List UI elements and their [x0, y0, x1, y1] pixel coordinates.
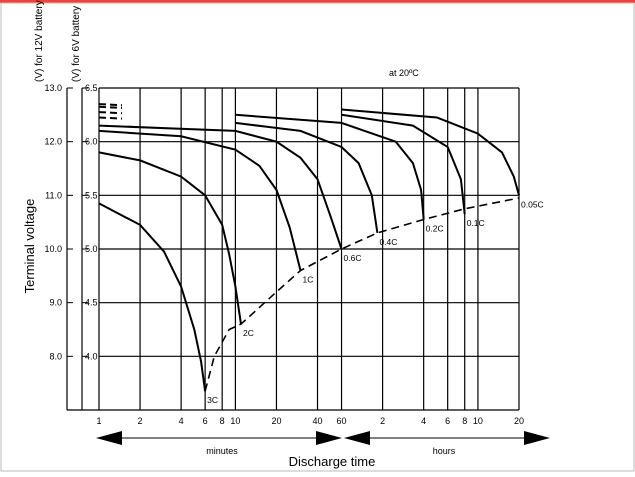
series-dash-0.4C: [98, 116, 123, 120]
series-1C: [98, 129, 302, 271]
curve-label-0.6C: 0.6C: [344, 253, 362, 263]
x-axis-title: Discharge time: [289, 454, 376, 469]
series-dash-0.2C: [98, 111, 123, 115]
y-tick-label-6v-4: 4.5: [85, 298, 98, 308]
curve-labels: 3C 2C 1C 0.6C 0.4C 0.2C 0.1C 0.05C: [207, 199, 544, 405]
y-tick-label-6v-1: 6.0: [85, 137, 98, 147]
y-tick-label-6v-3: 5.0: [85, 244, 98, 254]
y-tick-label-6v-2: 5.5: [85, 190, 98, 200]
series-0.05C: [341, 108, 520, 196]
y-tick-label-12v-5: 8.0: [49, 351, 62, 361]
hours-range-arrow: [344, 431, 550, 445]
x-tick-label-12: 8: [462, 416, 467, 426]
y-tick-label-12v-4: 9.0: [49, 298, 62, 308]
x-tick-label-5: 10: [230, 416, 240, 426]
curve-label-0.2C: 0.2C: [426, 223, 444, 233]
y-tick-label-6v-0: 6.5: [85, 83, 98, 93]
y-tick-labels: 13.0 6.5 12.0 6.0 11.0 5.5 10.0 5.0 9.0 4.5 8.0 4.0: [44, 83, 97, 361]
x-tick-label-6: 20: [271, 416, 281, 426]
curve-label-1C: 1C: [302, 274, 313, 284]
series-0.4C: [235, 121, 379, 234]
x-tick-label-0: 1: [96, 416, 101, 426]
y-axis-title: Terminal voltage: [22, 199, 37, 294]
y-tick-label-12v-0: 13.0: [44, 83, 62, 93]
minutes-label: minutes: [206, 446, 238, 456]
x-tick-label-7: 40: [313, 416, 323, 426]
x-tick-label-8: 60: [337, 416, 347, 426]
curve-label-0.05C: 0.05C: [521, 199, 544, 209]
y-tick-label-12v-1: 12.0: [44, 137, 62, 147]
temperature-annotation: at 20ºC: [389, 68, 419, 78]
x-tick-label-11: 6: [445, 416, 450, 426]
cutoff-voltage-line: [204, 197, 520, 392]
y-unit-6v: (V) for 6V battery: [71, 6, 82, 82]
x-tick-label-4: 8: [220, 416, 225, 426]
series-0.2C: [235, 113, 425, 220]
curve-label-0.1C: 0.1C: [467, 218, 485, 228]
y-tick-label-6v-5: 4.0: [85, 351, 98, 361]
series-0.6C: [98, 124, 343, 250]
x-tick-label-14: 20: [514, 416, 524, 426]
grid: [98, 87, 520, 411]
top-accent-bar: [0, 0, 635, 3]
series-0.1C: [341, 113, 466, 215]
x-tick-label-13: 10: [473, 416, 483, 426]
minutes-range-arrow: [96, 431, 342, 445]
y-tick-label-12v-3: 10.0: [44, 244, 62, 254]
x-tick-labels: 1 2 4 6 8 10 20 40 60 2 4 6 8 10 20: [96, 416, 524, 426]
x-tick-label-10: 4: [421, 416, 426, 426]
y-tick-label-12v-2: 11.0: [45, 190, 62, 200]
x-tick-label-9: 2: [380, 416, 385, 426]
series-dash-0.1C: [98, 105, 123, 109]
curve-label-2C: 2C: [243, 328, 254, 338]
series-dash-0.05C: [98, 103, 123, 107]
y-unit-12v: (V) for 12V battery: [34, 0, 45, 82]
series-2C: [98, 151, 242, 325]
curve-label-0.4C: 0.4C: [379, 237, 397, 247]
series-3C: [98, 202, 207, 392]
x-tick-label-1: 2: [138, 416, 143, 426]
x-tick-label-2: 4: [179, 416, 184, 426]
discharge-curves: [98, 103, 520, 392]
x-tick-label-3: 6: [203, 416, 208, 426]
hours-label: hours: [433, 446, 456, 456]
axes: [66, 87, 99, 411]
curve-label-3C: 3C: [207, 395, 218, 405]
